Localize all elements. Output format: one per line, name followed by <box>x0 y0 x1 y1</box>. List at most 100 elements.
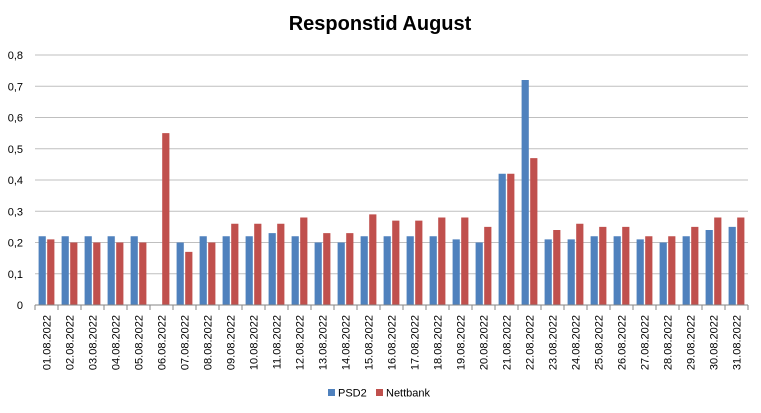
x-tick-label: 18.08.2022 <box>433 315 445 370</box>
bar-psd2 <box>383 236 391 305</box>
y-tick-label: 0,3 <box>8 206 23 218</box>
y-axis-ticks: 0 0,1 0,2 0,3 0,4 0,5 0,6 0,7 0,8 <box>8 50 23 312</box>
legend-swatch-nettbank <box>376 389 383 396</box>
bar-psd2 <box>360 236 368 305</box>
x-tick-label: 25.08.2022 <box>594 315 606 370</box>
bar-psd2 <box>199 236 207 305</box>
bar-psd2 <box>728 226 736 305</box>
y-tick-label: 0 <box>17 300 23 312</box>
bar-psd2 <box>429 236 437 305</box>
x-tick-label: 20.08.2022 <box>479 315 491 370</box>
bar-nettbank <box>691 226 699 305</box>
bar-nettbank <box>668 236 676 305</box>
bar-nettbank <box>461 217 469 305</box>
x-axis <box>34 304 749 310</box>
x-tick-label: 09.08.2022 <box>226 315 238 370</box>
bar-psd2 <box>567 239 575 305</box>
chart-title: Responstid August <box>289 13 472 35</box>
x-tick-label: 14.08.2022 <box>341 315 353 370</box>
legend-label-psd2: PSD2 <box>338 388 367 400</box>
bar-nettbank <box>737 217 745 305</box>
bar-psd2 <box>636 239 644 305</box>
bar-nettbank <box>576 223 584 305</box>
bar-psd2 <box>590 236 598 305</box>
x-tick-label: 04.08.2022 <box>111 315 123 370</box>
x-tick-label: 17.08.2022 <box>410 315 422 370</box>
bar-psd2 <box>682 236 690 305</box>
bar-psd2 <box>475 242 483 305</box>
y-tick-label: 0,5 <box>8 144 23 156</box>
bar-nettbank <box>392 220 400 305</box>
x-tick-label: 13.08.2022 <box>318 315 330 370</box>
x-tick-label: 31.08.2022 <box>732 315 744 370</box>
bar-nettbank <box>208 242 216 305</box>
bar-nettbank <box>47 239 55 305</box>
bar-psd2 <box>337 242 345 305</box>
x-tick-label: 29.08.2022 <box>686 315 698 370</box>
bar-psd2 <box>245 236 253 305</box>
y-tick-label: 0,2 <box>8 238 23 250</box>
x-tick-label: 06.08.2022 <box>157 315 169 370</box>
bar-psd2 <box>61 236 69 305</box>
x-tick-label: 12.08.2022 <box>295 315 307 370</box>
bar-nettbank <box>346 233 354 305</box>
x-tick-label: 21.08.2022 <box>502 315 514 370</box>
bar-psd2 <box>452 239 460 305</box>
x-tick-label: 02.08.2022 <box>65 315 77 370</box>
bar-nettbank <box>369 214 377 305</box>
bar-nettbank <box>231 223 239 305</box>
x-tick-label: 24.08.2022 <box>571 315 583 370</box>
x-tick-label: 11.08.2022 <box>272 315 284 369</box>
bar-psd2 <box>38 236 46 305</box>
x-tick-label: 08.08.2022 <box>203 315 215 370</box>
bar-nettbank <box>93 242 101 305</box>
bar-psd2 <box>498 173 506 305</box>
y-tick-label: 0,1 <box>8 269 23 281</box>
x-tick-label: 01.08.2022 <box>42 315 54 370</box>
bar-nettbank <box>300 217 308 305</box>
legend-label-nettbank: Nettbank <box>386 388 431 400</box>
x-tick-label: 19.08.2022 <box>456 315 468 370</box>
bars <box>38 80 745 305</box>
bar-nettbank <box>645 236 653 305</box>
bar-psd2 <box>268 233 276 305</box>
x-tick-label: 16.08.2022 <box>387 315 399 370</box>
x-tick-label: 28.08.2022 <box>663 315 675 370</box>
x-tick-label: 23.08.2022 <box>548 315 560 370</box>
y-tick-label: 0,4 <box>8 175 23 187</box>
y-tick-label: 0,7 <box>8 81 23 93</box>
bar-nettbank <box>484 226 492 305</box>
x-tick-label: 15.08.2022 <box>364 315 376 370</box>
bar-nettbank <box>530 158 538 305</box>
bar-psd2 <box>613 236 621 305</box>
bar-psd2 <box>659 242 667 305</box>
bar-psd2 <box>705 230 713 305</box>
bar-nettbank <box>277 223 285 305</box>
x-tick-label: 30.08.2022 <box>709 315 721 370</box>
bar-psd2 <box>176 242 184 305</box>
bar-nettbank <box>254 223 262 305</box>
bar-nettbank <box>323 233 331 305</box>
x-tick-label: 27.08.2022 <box>640 315 652 370</box>
bar-nettbank <box>162 133 170 305</box>
bar-psd2 <box>130 236 138 305</box>
bar-psd2 <box>544 239 552 305</box>
bar-psd2 <box>521 80 529 305</box>
bar-nettbank <box>70 242 78 305</box>
y-tick-label: 0,8 <box>8 50 23 62</box>
bar-nettbank <box>139 242 147 305</box>
bar-nettbank <box>116 242 124 305</box>
bar-nettbank <box>553 230 561 305</box>
x-tick-label: 07.08.2022 <box>180 315 192 370</box>
bar-psd2 <box>222 236 230 305</box>
bar-nettbank <box>185 251 193 305</box>
x-tick-label: 05.08.2022 <box>134 315 146 370</box>
bar-nettbank <box>415 220 423 305</box>
x-axis-ticks: 01.08.2022 02.08.2022 03.08.2022 04.08.2022… <box>42 315 744 370</box>
bar-nettbank <box>507 173 515 305</box>
bar-nettbank <box>599 226 607 305</box>
x-tick-label: 10.08.2022 <box>249 315 261 370</box>
x-tick-label: 22.08.2022 <box>525 315 537 370</box>
bar-nettbank <box>714 217 722 305</box>
